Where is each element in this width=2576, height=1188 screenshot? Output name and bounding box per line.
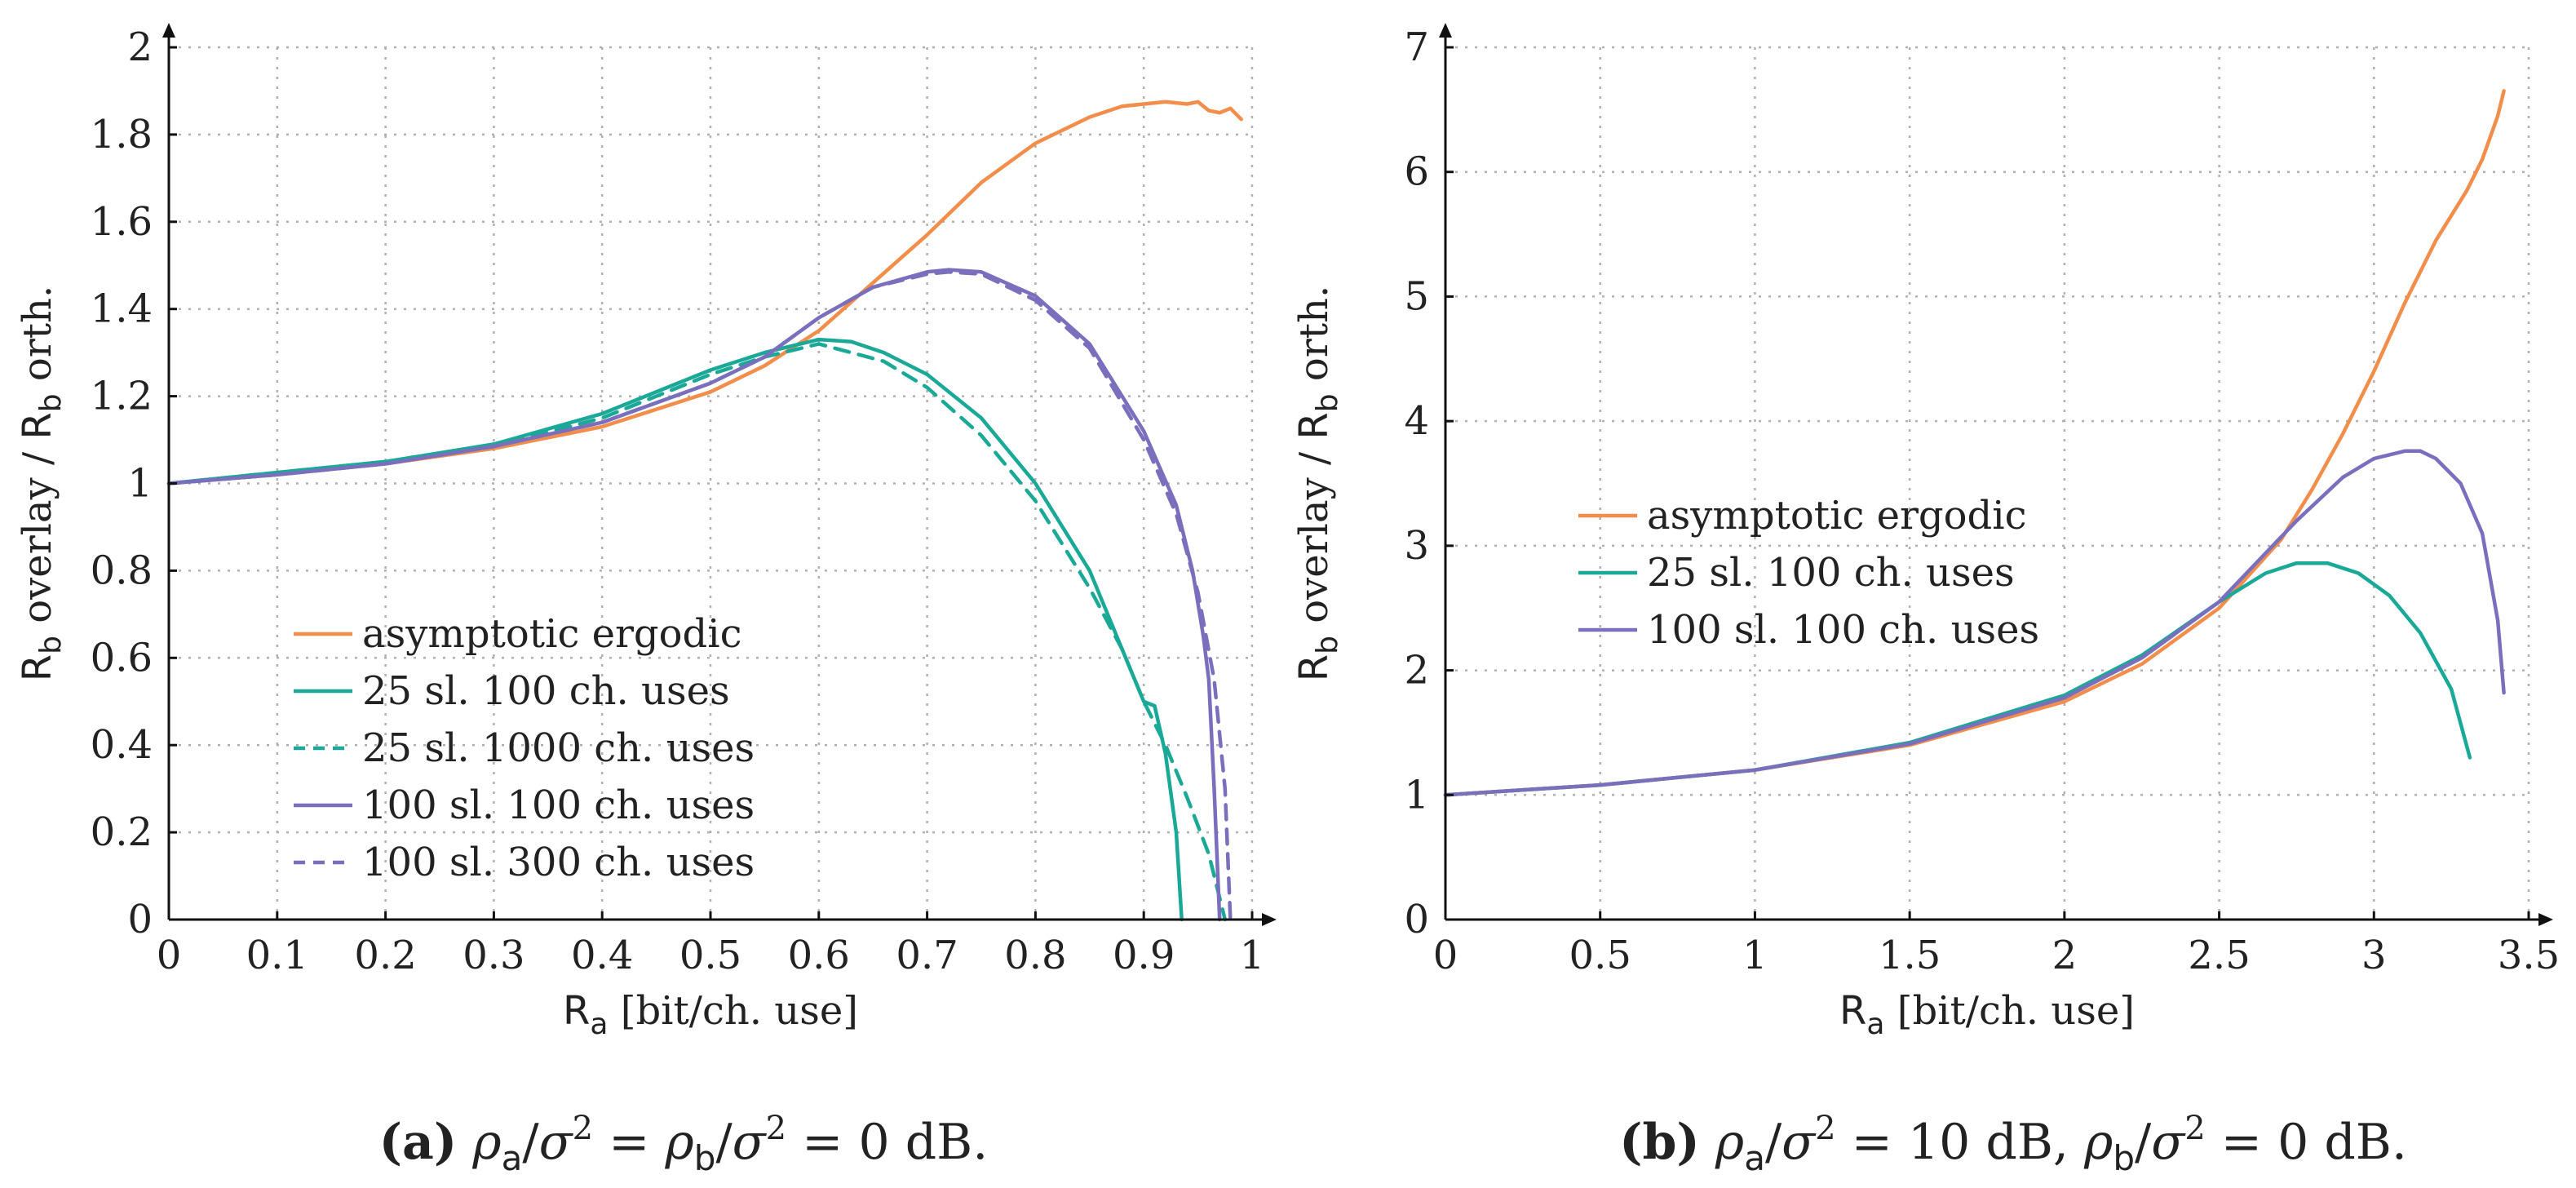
figure-caption: (a) ρa/σ2 = ρb/σ2 = 0 dB. (379, 1110, 989, 1178)
y-tick-label: 7 (1404, 24, 1429, 70)
legend-label-5: 100 sl. 300 ch. uses (362, 840, 755, 885)
x-tick-label: 0.8 (1004, 933, 1066, 978)
legend: asymptotic ergodic 25 sl. 100 ch. uses 100… (1578, 493, 2039, 653)
y-tick-label: 0 (1404, 897, 1429, 942)
x-tick-label: 0.7 (896, 933, 958, 978)
y-tick-label: 6 (1404, 149, 1429, 195)
y-tick-label: 2 (1404, 648, 1429, 694)
y-tick-label: 3 (1404, 523, 1429, 569)
series-line-5 (166, 270, 1233, 922)
series-line-2 (166, 337, 1184, 922)
legend-label-2: 25 sl. 100 ch. uses (362, 668, 730, 714)
x-tick-label: 0.5 (679, 933, 741, 978)
x-tick-label: 0.6 (788, 933, 850, 978)
chart-panel-b: 0 0.5 1 1.5 2 2.5 3 3.5 0 1 2 3 4 5 6 7 Ra [bit/ch. use]… (1291, 23, 2560, 1178)
series-line-2 (1443, 561, 2472, 797)
legend-label-4: 100 sl. 100 ch. uses (362, 782, 755, 828)
y-tick-label: 5 (1404, 273, 1429, 319)
y-tick-label: 1.2 (91, 374, 153, 419)
x-axis-arrow (2538, 913, 2553, 926)
legend-label-1: asymptotic ergodic (362, 611, 742, 657)
x-tick-label: 0.3 (463, 933, 524, 978)
y-axis-arrow (1439, 23, 1452, 38)
x-tick-label: 0.9 (1113, 933, 1175, 978)
y-tick-label: 1.4 (91, 286, 153, 332)
x-axis-arrow (1262, 913, 1277, 926)
y-tick-label: 1.6 (91, 199, 153, 245)
y-tick-label: 0.8 (91, 547, 153, 593)
x-tick-label: 2.5 (2188, 933, 2250, 978)
x-tick-label: 0.4 (571, 933, 633, 978)
x-tick-label: 0 (1433, 933, 1458, 978)
y-tick-label: 1 (127, 461, 153, 507)
y-axis-label: Rb overlay / Rb orth. (15, 286, 68, 681)
x-tick-label: 3.5 (2498, 933, 2560, 978)
series-line-1 (166, 100, 1243, 485)
y-tick-label: 0.6 (91, 635, 153, 680)
x-tick-label: 3 (2361, 933, 2387, 978)
x-axis-label: Ra [bit/ch. use] (563, 988, 858, 1041)
chart-panel-a: 0 0.1 0.2 0.3 0.4 0.5 0.6 0.7 0.8 0.9 1 0 0.2 0.4 0.6 0… (15, 23, 1277, 1178)
x-tick-label: 2 (2052, 933, 2078, 978)
y-axis-label: Rb overlay / Rb orth. (1291, 286, 1344, 681)
y-tick-label: 2 (127, 24, 153, 70)
x-tick-label: 0.5 (1569, 933, 1631, 978)
grid (169, 46, 1254, 920)
legend: asymptotic ergodic 25 sl. 100 ch. uses 25 … (294, 611, 755, 885)
x-tick-label: 1 (1240, 933, 1265, 978)
y-axis-arrow (162, 23, 175, 38)
figure-caption: (b) ρa/σ2 = 10 dB, ρb/σ2 = 0 dB. (1619, 1110, 2407, 1178)
legend-label-1: asymptotic ergodic (1647, 493, 2027, 539)
legend-label-2: 25 sl. 100 ch. uses (1647, 550, 2015, 596)
legend-label-3: 25 sl. 1000 ch. uses (362, 725, 755, 771)
x-tick-label: 0.1 (246, 933, 308, 978)
x-tick-label: 1 (1742, 933, 1768, 978)
x-tick-label: 1.5 (1879, 933, 1941, 978)
x-tick-label: 0 (157, 933, 182, 978)
x-axis-label: Ra [bit/ch. use] (1839, 988, 2135, 1041)
y-tick-label: 4 (1404, 398, 1429, 444)
series-line-1 (1443, 89, 2506, 797)
grid (1445, 46, 2530, 920)
y-tick-label: 1 (1404, 772, 1429, 818)
series-line-4 (166, 268, 1222, 922)
y-tick-label: 0.4 (91, 722, 153, 768)
series-line-3 (1443, 449, 2506, 797)
y-tick-label: 0 (127, 897, 153, 942)
x-tick-label: 0.2 (354, 933, 416, 978)
y-tick-label: 0.2 (91, 809, 153, 855)
legend-label-3: 100 sl. 100 ch. uses (1647, 607, 2039, 653)
y-tick-label: 1.8 (91, 112, 153, 157)
